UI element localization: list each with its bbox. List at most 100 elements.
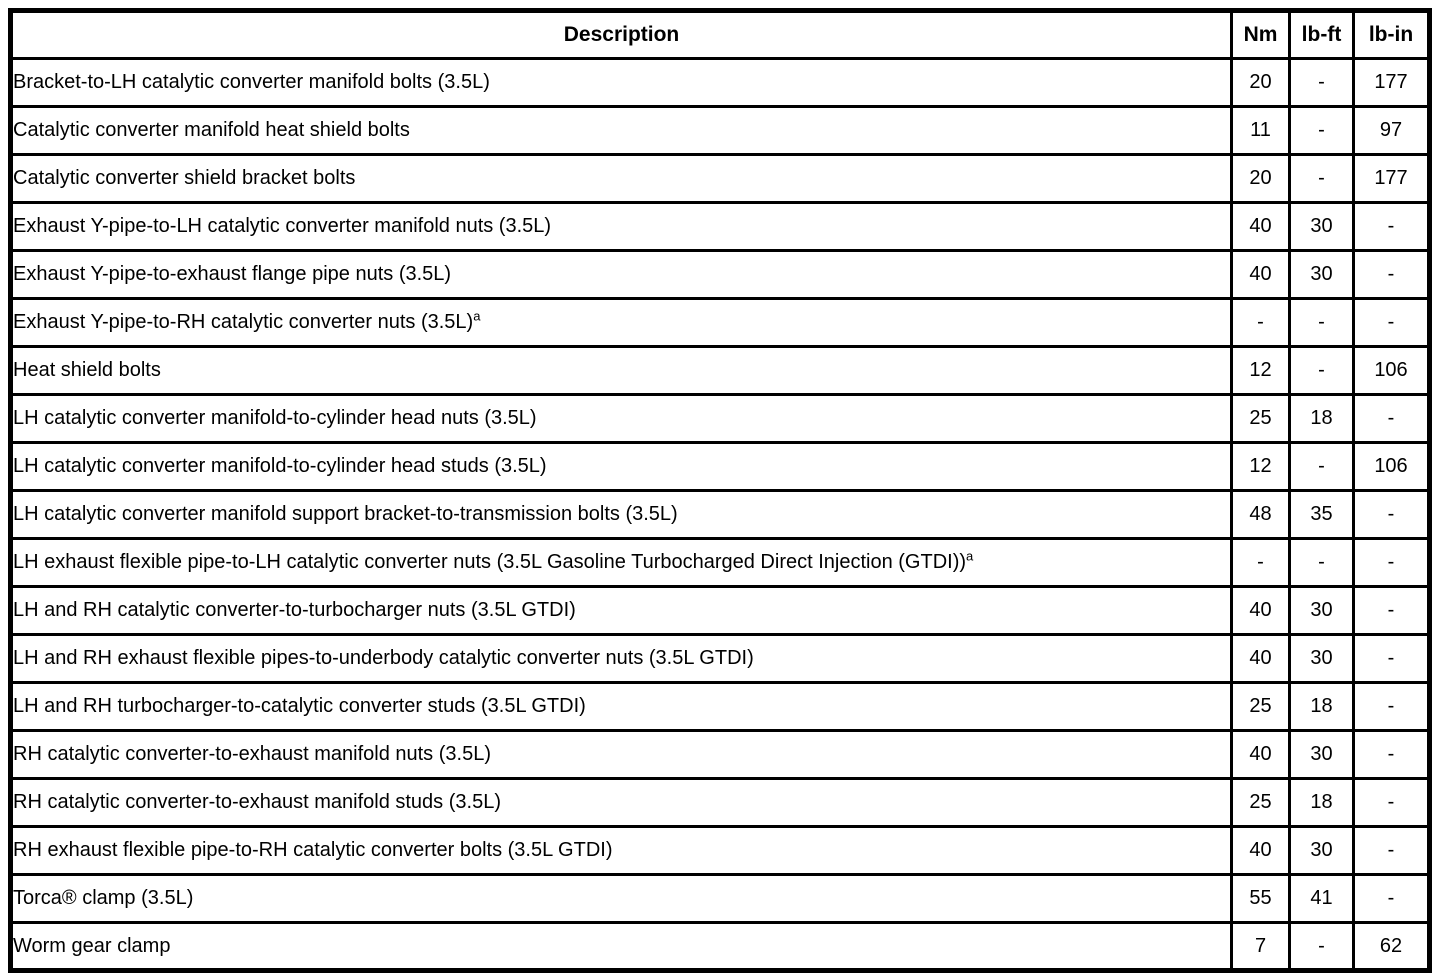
description-cell: LH catalytic converter manifold support … xyxy=(9,489,1233,540)
lbft-cell: - xyxy=(1288,153,1355,204)
lbft-cell: 41 xyxy=(1288,873,1355,924)
lbin-cell: - xyxy=(1352,249,1431,300)
lbft-cell: 30 xyxy=(1288,201,1355,252)
lbft-cell: - xyxy=(1288,441,1355,492)
nm-cell: - xyxy=(1230,297,1291,348)
lbft-cell: - xyxy=(1288,105,1355,156)
lbft-cell: 30 xyxy=(1288,249,1355,300)
description-cell: Torca® clamp (3.5L) xyxy=(9,873,1233,924)
lbin-cell: - xyxy=(1352,201,1431,252)
table-row: LH exhaust flexible pipe-to-LH catalytic… xyxy=(9,537,1431,588)
description-cell: LH and RH turbocharger-to-catalytic conv… xyxy=(9,681,1233,732)
table-row: RH exhaust flexible pipe-to-RH catalytic… xyxy=(9,825,1431,876)
lbft-cell: 30 xyxy=(1288,585,1355,636)
description-cell: Exhaust Y-pipe-to-LH catalytic converter… xyxy=(9,201,1233,252)
table-row: Heat shield bolts 12 - 106 xyxy=(9,345,1431,396)
description-text: LH catalytic converter manifold-to-cylin… xyxy=(13,407,537,429)
description-cell: Exhaust Y-pipe-to-RH catalytic converter… xyxy=(9,297,1233,348)
footnote-marker: a xyxy=(473,308,481,324)
lbft-cell: 18 xyxy=(1288,777,1355,828)
lbft-cell: - xyxy=(1288,537,1355,588)
description-cell: LH and RH catalytic converter-to-turboch… xyxy=(9,585,1233,636)
lbft-cell: - xyxy=(1288,921,1355,972)
table-row: Catalytic converter manifold heat shield… xyxy=(9,105,1431,156)
column-header-description: Description xyxy=(9,9,1233,60)
nm-cell: 20 xyxy=(1230,153,1291,204)
table-row: LH and RH catalytic converter-to-turboch… xyxy=(9,585,1431,636)
lbin-cell: - xyxy=(1352,873,1431,924)
nm-cell: 48 xyxy=(1230,489,1291,540)
lbft-cell: 35 xyxy=(1288,489,1355,540)
description-cell: Catalytic converter shield bracket bolts xyxy=(9,153,1233,204)
torque-spec-table: Description Nm lb-ft lb-in Bracket-to-LH… xyxy=(8,8,1432,973)
description-text: Bracket-to-LH catalytic converter manifo… xyxy=(13,71,490,93)
description-text: RH catalytic converter-to-exhaust manifo… xyxy=(13,791,501,813)
nm-cell: 25 xyxy=(1230,393,1291,444)
nm-cell: - xyxy=(1230,537,1291,588)
lbin-cell: - xyxy=(1352,681,1431,732)
lbin-cell: - xyxy=(1352,585,1431,636)
lbin-cell: - xyxy=(1352,729,1431,780)
table-row: LH and RH exhaust flexible pipes-to-unde… xyxy=(9,633,1431,684)
description-text: LH and RH catalytic converter-to-turboch… xyxy=(13,599,576,621)
lbft-cell: 30 xyxy=(1288,825,1355,876)
table-row: LH catalytic converter manifold-to-cylin… xyxy=(9,441,1431,492)
table-row: Torca® clamp (3.5L) 55 41 - xyxy=(9,873,1431,924)
nm-cell: 40 xyxy=(1230,201,1291,252)
description-text: Torca® clamp (3.5L) xyxy=(13,887,194,909)
nm-cell: 55 xyxy=(1230,873,1291,924)
description-text: LH catalytic converter manifold-to-cylin… xyxy=(13,455,547,477)
lbin-cell: 177 xyxy=(1352,57,1431,108)
table-row: Exhaust Y-pipe-to-RH catalytic converter… xyxy=(9,297,1431,348)
lbft-cell: 30 xyxy=(1288,729,1355,780)
lbin-cell: - xyxy=(1352,297,1431,348)
lbin-cell: - xyxy=(1352,489,1431,540)
description-cell: Bracket-to-LH catalytic converter manifo… xyxy=(9,57,1233,108)
description-text: RH catalytic converter-to-exhaust manifo… xyxy=(13,743,491,765)
description-text: Catalytic converter shield bracket bolts xyxy=(13,167,356,189)
description-cell: RH catalytic converter-to-exhaust manifo… xyxy=(9,729,1233,780)
table-row: Worm gear clamp 7 - 62 xyxy=(9,921,1431,972)
lbft-cell: - xyxy=(1288,297,1355,348)
description-cell: LH catalytic converter manifold-to-cylin… xyxy=(9,441,1233,492)
column-header-lbin: lb-in xyxy=(1352,9,1431,60)
table-row: Exhaust Y-pipe-to-exhaust flange pipe nu… xyxy=(9,249,1431,300)
table-row: LH and RH turbocharger-to-catalytic conv… xyxy=(9,681,1431,732)
lbft-cell: - xyxy=(1288,345,1355,396)
nm-cell: 40 xyxy=(1230,633,1291,684)
description-cell: RH exhaust flexible pipe-to-RH catalytic… xyxy=(9,825,1233,876)
description-cell: Catalytic converter manifold heat shield… xyxy=(9,105,1233,156)
description-text: LH and RH turbocharger-to-catalytic conv… xyxy=(13,695,586,717)
nm-cell: 12 xyxy=(1230,345,1291,396)
table-row: RH catalytic converter-to-exhaust manifo… xyxy=(9,729,1431,780)
description-cell: LH and RH exhaust flexible pipes-to-unde… xyxy=(9,633,1233,684)
description-text: Exhaust Y-pipe-to-LH catalytic converter… xyxy=(13,215,552,237)
lbft-cell: 18 xyxy=(1288,681,1355,732)
lbin-cell: 177 xyxy=(1352,153,1431,204)
lbin-cell: - xyxy=(1352,777,1431,828)
nm-cell: 25 xyxy=(1230,777,1291,828)
table-row: RH catalytic converter-to-exhaust manifo… xyxy=(9,777,1431,828)
description-text: Exhaust Y-pipe-to-exhaust flange pipe nu… xyxy=(13,263,452,285)
description-text: Catalytic converter manifold heat shield… xyxy=(13,119,410,141)
column-header-lbft: lb-ft xyxy=(1288,9,1355,60)
nm-cell: 7 xyxy=(1230,921,1291,972)
description-text: Exhaust Y-pipe-to-RH catalytic converter… xyxy=(13,311,474,333)
description-cell: Exhaust Y-pipe-to-exhaust flange pipe nu… xyxy=(9,249,1233,300)
footnote-marker: a xyxy=(966,548,974,564)
description-cell: LH catalytic converter manifold-to-cylin… xyxy=(9,393,1233,444)
lbin-cell: 62 xyxy=(1352,921,1431,972)
nm-cell: 12 xyxy=(1230,441,1291,492)
table-body: Bracket-to-LH catalytic converter manifo… xyxy=(9,57,1431,972)
description-cell: Worm gear clamp xyxy=(9,921,1233,972)
table-row: LH catalytic converter manifold support … xyxy=(9,489,1431,540)
nm-cell: 25 xyxy=(1230,681,1291,732)
description-text: LH catalytic converter manifold support … xyxy=(13,503,678,525)
description-cell: Heat shield bolts xyxy=(9,345,1233,396)
lbin-cell: 106 xyxy=(1352,345,1431,396)
nm-cell: 40 xyxy=(1230,585,1291,636)
table-header-row: Description Nm lb-ft lb-in xyxy=(9,9,1431,60)
table-row: Bracket-to-LH catalytic converter manifo… xyxy=(9,57,1431,108)
description-text: RH exhaust flexible pipe-to-RH catalytic… xyxy=(13,839,613,861)
